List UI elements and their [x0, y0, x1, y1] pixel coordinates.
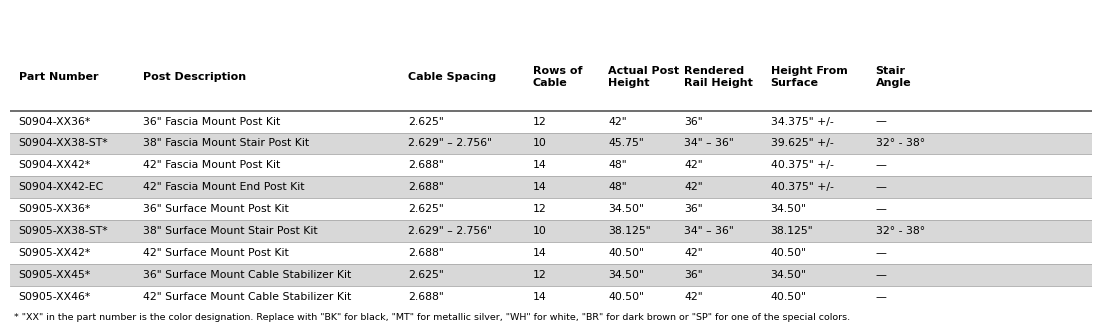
- Text: 39.625" +/-: 39.625" +/-: [771, 139, 834, 149]
- Text: S0905-XX36*: S0905-XX36*: [19, 204, 91, 214]
- Text: S0904-XX36*: S0904-XX36*: [19, 117, 91, 127]
- Text: 42": 42": [684, 292, 703, 302]
- Bar: [10, 264, 1092, 286]
- Text: 36" Fascia Mount Post Kit: 36" Fascia Mount Post Kit: [143, 117, 280, 127]
- Text: 36": 36": [684, 117, 703, 127]
- Text: 12: 12: [532, 270, 547, 280]
- Text: S0905-XX46*: S0905-XX46*: [19, 292, 91, 302]
- Text: S0904-XX38-ST*: S0904-XX38-ST*: [19, 139, 108, 149]
- Text: 32° - 38°: 32° - 38°: [876, 226, 925, 236]
- Text: 10: 10: [532, 139, 547, 149]
- Text: Stair
Angle: Stair Angle: [876, 66, 911, 88]
- Text: 2.625": 2.625": [408, 270, 444, 280]
- Bar: [10, 220, 1092, 242]
- Text: 42": 42": [684, 182, 703, 192]
- Text: S0905-XX38-ST*: S0905-XX38-ST*: [19, 226, 108, 236]
- Bar: [10, 111, 1092, 133]
- Text: 14: 14: [532, 182, 547, 192]
- Text: Part Number: Part Number: [19, 72, 98, 82]
- Text: 38.125": 38.125": [608, 226, 651, 236]
- Text: 2.688": 2.688": [408, 292, 444, 302]
- Bar: [10, 286, 1092, 308]
- Text: Spectrum Post Kits Cable Spacing & Heights: Spectrum Post Kits Cable Spacing & Heigh…: [21, 8, 437, 26]
- Text: * "XX" in the part number is the color designation. Replace with "BK" for black,: * "XX" in the part number is the color d…: [14, 313, 850, 322]
- Text: 42" Fascia Mount End Post Kit: 42" Fascia Mount End Post Kit: [143, 182, 305, 192]
- Bar: [10, 198, 1092, 220]
- Text: Rows of
Cable: Rows of Cable: [532, 66, 582, 88]
- Text: —: —: [876, 270, 887, 280]
- Text: Height From
Surface: Height From Surface: [771, 66, 847, 88]
- Text: 34.50": 34.50": [771, 204, 806, 214]
- Text: 42": 42": [684, 160, 703, 170]
- Text: 34.50": 34.50": [771, 270, 806, 280]
- Text: —: —: [876, 182, 887, 192]
- Bar: [10, 176, 1092, 198]
- Text: 2.688": 2.688": [408, 182, 444, 192]
- Text: 34.50": 34.50": [608, 270, 645, 280]
- Text: 34.375" +/-: 34.375" +/-: [771, 117, 834, 127]
- Text: 2.625": 2.625": [408, 204, 444, 214]
- Text: 36": 36": [684, 204, 703, 214]
- Text: 10: 10: [532, 226, 547, 236]
- Text: Rendered
Rail Height: Rendered Rail Height: [684, 66, 754, 88]
- Text: 14: 14: [532, 160, 547, 170]
- Text: 40.50": 40.50": [608, 248, 645, 258]
- Text: 2.625": 2.625": [408, 117, 444, 127]
- Text: 48": 48": [608, 182, 627, 192]
- Text: 42": 42": [608, 117, 627, 127]
- Text: 40.375" +/-: 40.375" +/-: [771, 182, 834, 192]
- Text: —: —: [876, 117, 887, 127]
- Text: 40.375" +/-: 40.375" +/-: [771, 160, 834, 170]
- Text: —: —: [876, 204, 887, 214]
- Text: —: —: [876, 248, 887, 258]
- Text: —: —: [876, 292, 887, 302]
- Text: 34" – 36": 34" – 36": [684, 139, 734, 149]
- Bar: [10, 133, 1092, 154]
- Text: 32° - 38°: 32° - 38°: [876, 139, 925, 149]
- Text: 12: 12: [532, 117, 547, 127]
- Text: —: —: [876, 160, 887, 170]
- Text: 36" Surface Mount Cable Stabilizer Kit: 36" Surface Mount Cable Stabilizer Kit: [143, 270, 351, 280]
- Text: 38.125": 38.125": [771, 226, 813, 236]
- Text: 38" Fascia Mount Stair Post Kit: 38" Fascia Mount Stair Post Kit: [143, 139, 309, 149]
- Text: 2.688": 2.688": [408, 248, 444, 258]
- Text: 40.50": 40.50": [771, 292, 806, 302]
- Text: S0904-XX42*: S0904-XX42*: [19, 160, 91, 170]
- Text: 42": 42": [684, 248, 703, 258]
- Text: 42" Fascia Mount Post Kit: 42" Fascia Mount Post Kit: [143, 160, 280, 170]
- Text: 2.629" – 2.756": 2.629" – 2.756": [408, 139, 492, 149]
- Text: 2.688": 2.688": [408, 160, 444, 170]
- Text: 48": 48": [608, 160, 627, 170]
- Text: 34.50": 34.50": [608, 204, 645, 214]
- Bar: [10, 154, 1092, 176]
- Text: Post Description: Post Description: [143, 72, 246, 82]
- Text: 40.50": 40.50": [771, 248, 806, 258]
- Text: Cable Spacing: Cable Spacing: [408, 72, 496, 82]
- Text: 36" Surface Mount Post Kit: 36" Surface Mount Post Kit: [143, 204, 289, 214]
- Text: S0905-XX45*: S0905-XX45*: [19, 270, 91, 280]
- Bar: [10, 242, 1092, 264]
- Text: 38" Surface Mount Stair Post Kit: 38" Surface Mount Stair Post Kit: [143, 226, 318, 236]
- Text: 14: 14: [532, 248, 547, 258]
- Text: 14: 14: [532, 292, 547, 302]
- Text: 2.629" – 2.756": 2.629" – 2.756": [408, 226, 492, 236]
- Text: S0905-XX42*: S0905-XX42*: [19, 248, 91, 258]
- Text: 34" – 36": 34" – 36": [684, 226, 734, 236]
- Text: S0904-XX42-EC: S0904-XX42-EC: [19, 182, 103, 192]
- Text: 12: 12: [532, 204, 547, 214]
- Text: 42" Surface Mount Post Kit: 42" Surface Mount Post Kit: [143, 248, 289, 258]
- Text: 36": 36": [684, 270, 703, 280]
- Text: 45.75": 45.75": [608, 139, 645, 149]
- Text: 40.50": 40.50": [608, 292, 645, 302]
- Text: Actual Post
Height: Actual Post Height: [608, 66, 680, 88]
- Text: 42" Surface Mount Cable Stabilizer Kit: 42" Surface Mount Cable Stabilizer Kit: [143, 292, 351, 302]
